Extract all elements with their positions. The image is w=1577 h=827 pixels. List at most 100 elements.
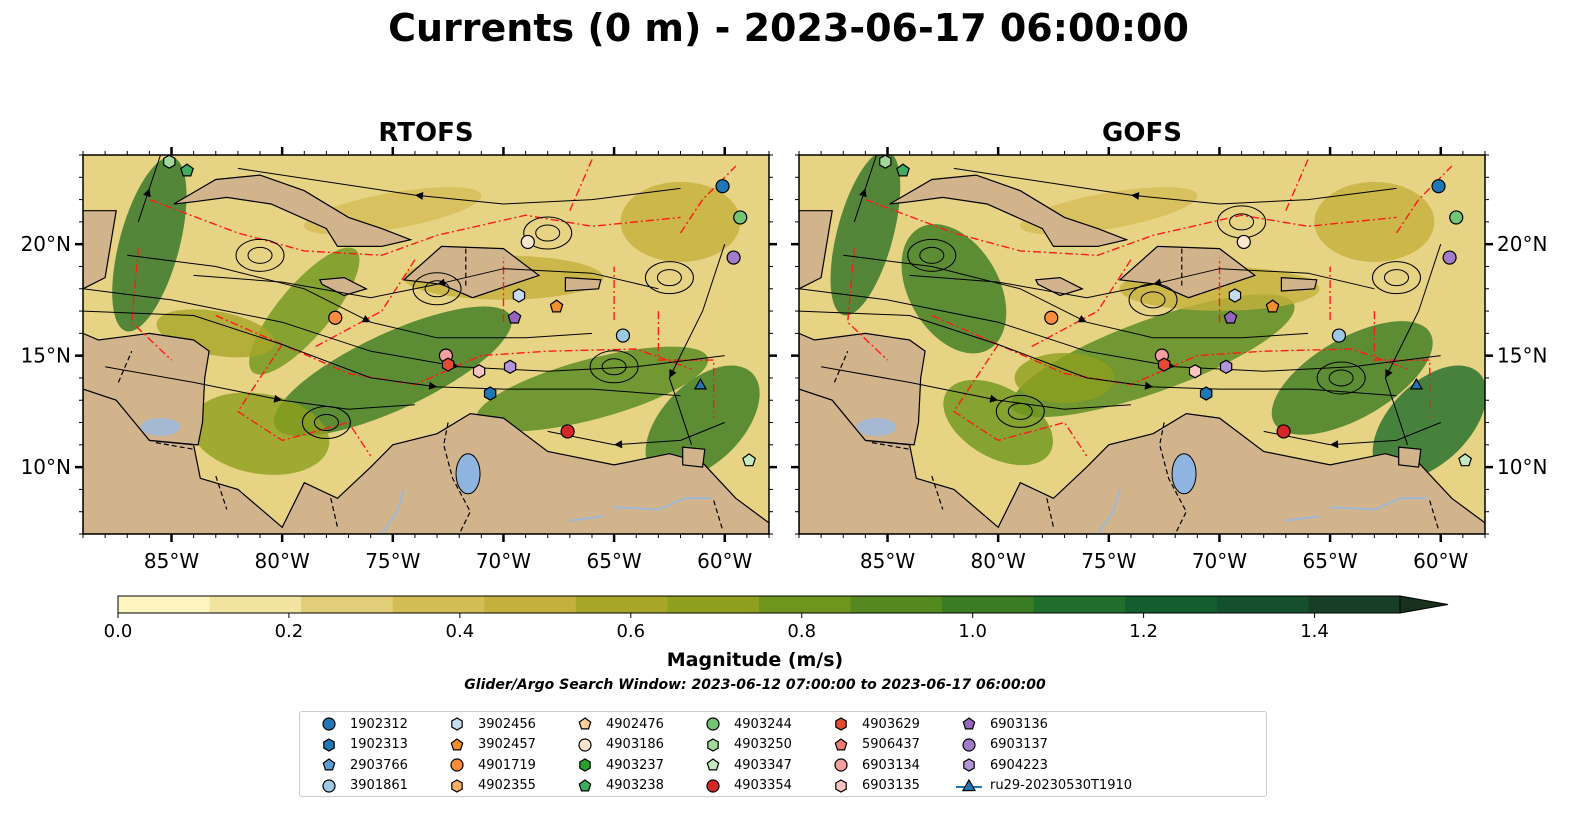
legend-item-label: 6903136 xyxy=(990,716,1048,732)
land-mass xyxy=(402,245,541,299)
hexagon-marker-icon xyxy=(451,717,463,731)
colorbar-segment xyxy=(301,596,394,613)
legend-item-label: 4903238 xyxy=(606,778,664,793)
eez-boundary xyxy=(952,344,1088,457)
country-border xyxy=(215,475,228,510)
eez-boundary xyxy=(215,314,692,386)
eddy-streamline xyxy=(1140,291,1166,309)
legend-item: 4903237 xyxy=(570,755,664,775)
pentagon-marker-icon xyxy=(578,778,592,791)
eddy-streamline xyxy=(919,246,945,264)
legend-marker xyxy=(963,758,975,772)
lon-tick-label: 60°W xyxy=(1413,549,1468,573)
circle-marker-icon xyxy=(962,737,976,752)
legend-marker xyxy=(706,778,720,793)
lat-tick-label: 15°N xyxy=(1497,344,1547,368)
land-mass xyxy=(318,276,368,297)
platform-marker xyxy=(1431,179,1446,194)
eddy-streamline xyxy=(412,272,462,306)
legend-item: 3902457 xyxy=(442,735,536,755)
legend-item: 4903238 xyxy=(570,776,664,796)
legend-item-label: 4903237 xyxy=(606,757,664,773)
hexagon-marker-icon xyxy=(835,778,847,793)
lake-maracaibo xyxy=(455,453,481,495)
legend-item-label: 4902476 xyxy=(606,716,664,732)
platform-marker xyxy=(560,424,575,439)
eez-boundary xyxy=(1285,159,1309,211)
streamline xyxy=(1384,244,1442,445)
hexagon-marker-icon xyxy=(579,758,591,772)
pentagon-marker-icon xyxy=(706,758,720,771)
legend-item-label: 4903629 xyxy=(862,716,920,732)
platform-marker xyxy=(163,155,176,169)
legend-item: 4903354 xyxy=(698,776,792,796)
legend-item: 6903135 xyxy=(826,776,920,796)
main-title: Currents (0 m) - 2023-06-17 06:00:00 xyxy=(388,6,1189,50)
lat-tick-label: 20°N xyxy=(21,232,71,256)
legend-item: 5906437 xyxy=(826,735,920,755)
lon-tick-label: 85°W xyxy=(860,549,915,573)
legend-marker xyxy=(834,737,848,750)
streamline xyxy=(137,155,161,223)
eez-boundary xyxy=(315,259,416,348)
streamline-arrow xyxy=(273,394,283,403)
river xyxy=(380,489,405,534)
colorbar-tick-label: 1.0 xyxy=(958,621,987,642)
circle-marker-icon xyxy=(322,717,336,731)
legend-marker xyxy=(322,758,336,771)
country-border xyxy=(330,498,339,528)
streamline xyxy=(547,422,725,446)
lon-tick-label: 65°W xyxy=(586,549,641,573)
streamline xyxy=(83,288,725,372)
platform-marker xyxy=(1044,310,1059,325)
platform-marker xyxy=(879,155,892,169)
hexagon-marker-icon xyxy=(963,758,975,772)
hexagon-marker-icon xyxy=(835,717,847,731)
land-mass xyxy=(799,332,926,446)
speed-patch xyxy=(645,365,760,480)
legend-item-label: 4903244 xyxy=(734,716,792,732)
legend-item-label: 4903354 xyxy=(734,778,792,793)
colorbar: 0.0 0.2 0.4 0.6 0.8 1.0 1.2 1.4 xyxy=(104,595,1449,642)
river xyxy=(614,497,712,511)
circle-marker-icon xyxy=(450,758,464,772)
platform-marker xyxy=(1157,357,1171,372)
lon-tick-label: 75°W xyxy=(365,549,420,573)
country-border xyxy=(713,500,724,530)
legend-item-label: 5906437 xyxy=(862,737,920,752)
platform-marker xyxy=(1458,453,1473,467)
map-frame xyxy=(82,154,770,535)
platform-marker xyxy=(507,310,522,324)
pentagon-marker-icon xyxy=(578,717,592,730)
legend-item: 6904223 xyxy=(954,755,1048,775)
legend-item-label: 6903134 xyxy=(862,757,920,773)
eddy-streamline xyxy=(1328,369,1354,387)
streamline xyxy=(83,310,681,397)
legend-item: 6903134 xyxy=(826,755,920,775)
eddy-streamline xyxy=(1007,402,1033,420)
legend-item-label: 4903186 xyxy=(606,737,664,752)
platform-marker xyxy=(693,377,708,390)
streamline-arrow xyxy=(669,369,677,378)
legend: 1902312 1902313 2903766 3901861 3902456 39024… xyxy=(299,711,1267,797)
circle-marker-icon xyxy=(706,778,720,793)
lon-tick-label: 60°W xyxy=(697,549,752,573)
platform-marker xyxy=(520,234,535,250)
pentagon-marker-icon xyxy=(834,737,848,750)
streamline-arrow xyxy=(1130,192,1140,200)
country-border xyxy=(833,350,849,383)
colorbar-segment xyxy=(118,596,211,613)
platform-marker xyxy=(180,163,194,177)
lon-tick-label: 65°W xyxy=(1302,549,1357,573)
eddy-streamline xyxy=(424,280,450,298)
eddy-streamline xyxy=(1316,361,1366,395)
triangle-marker-icon xyxy=(956,778,982,791)
legend-item-label: 6903135 xyxy=(862,778,920,793)
eddy-streamline xyxy=(656,269,682,287)
legend-marker xyxy=(579,758,591,772)
land-mass xyxy=(889,174,1129,248)
platform-marker xyxy=(733,210,748,225)
colorbar-tick-label: 1.2 xyxy=(1129,621,1158,642)
colorbar-tick-label: 1.4 xyxy=(1300,621,1329,642)
eddy-streamline xyxy=(1371,261,1421,295)
